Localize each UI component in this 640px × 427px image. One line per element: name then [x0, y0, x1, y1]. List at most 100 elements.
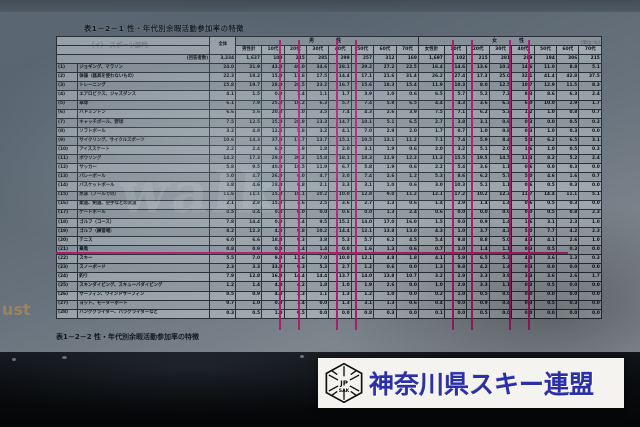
data-cell: 10.7 — [511, 81, 535, 92]
data-cell: 1.0 — [578, 235, 602, 247]
data-cell: 2.5 — [306, 199, 330, 210]
data-cell: 5.1 — [466, 145, 490, 156]
sample-size-cell: 3,334 — [209, 54, 237, 65]
data-cell: 1.4 — [488, 217, 513, 228]
data-cell: 15.0 — [261, 190, 285, 201]
data-cell: 1.2 — [395, 172, 420, 183]
data-cell: 10.2 — [466, 190, 490, 201]
table-row: (9) サイクリング、サイクルスポーツ 10.6 14.3 37.0 17.7 13.7 15… — [55, 135, 602, 147]
data-cell: 0.6 — [511, 163, 535, 174]
data-cell: 2.1 — [209, 199, 237, 210]
data-cell: 41.4 — [533, 72, 558, 83]
data-cell: 15.1 — [328, 217, 352, 228]
data-cell: 11.3 — [418, 154, 445, 165]
data-cell: 20.0 — [261, 108, 285, 119]
data-cell: 3.1 — [533, 217, 558, 228]
data-cell: 2.7 — [418, 117, 445, 128]
data-cell: 4.8 — [235, 126, 263, 137]
data-cell: 14.7 — [328, 117, 352, 128]
table-row: (11) ボウリング 14.2 17.3 29.0 30.2 15.8 18.1 18.3 11.… — [55, 154, 602, 165]
data-cell: 24.0 — [209, 63, 237, 74]
data-cell: 6.0 — [511, 99, 535, 110]
data-cell: 6.3 — [306, 99, 330, 110]
data-cell: 0.0 — [306, 299, 330, 310]
data-cell: 7.9 — [209, 272, 237, 283]
sample-size-cell: 102 — [443, 54, 468, 65]
row-number: (24) — [55, 272, 79, 283]
data-cell: 2.0 — [488, 145, 513, 156]
data-cell: 7.4 — [443, 135, 468, 147]
data-cell: 0.0 — [261, 208, 285, 219]
data-cell: 7.5 — [209, 117, 237, 128]
data-cell: 8.0 — [466, 81, 490, 92]
data-cell: 27.4 — [443, 72, 468, 83]
data-cell: 6.0 — [209, 235, 237, 247]
row-number: (10) — [55, 145, 79, 156]
data-cell: 6.3 — [556, 90, 580, 101]
data-cell: 18.3 — [373, 81, 397, 92]
data-cell: 5.3 — [488, 108, 513, 119]
data-cell: 1.0 — [328, 281, 352, 292]
data-cell: 7.0 — [235, 254, 263, 265]
table-row: (3) トレーニング 15.8 19.7 28.0 26.5 23.2 16.7 15.6 18.… — [55, 81, 602, 92]
svg-text:JP: JP — [339, 379, 348, 388]
table-row: (26) サーフィン、ウインドサーフィン 0.5 0.9 4.0 2.3 1.1 1.3 1.2… — [55, 290, 602, 301]
column-header-row: 男性計 10代 20代 30代 40代 50代 60代 70代 女性計 10代 20代 30代 40代 5… — [55, 45, 602, 56]
column-header-2: 10代 — [261, 45, 285, 56]
data-cell: 11.2 — [395, 135, 420, 147]
corner-cell-2 — [55, 45, 211, 56]
data-cell: 2.6 — [556, 235, 580, 247]
data-cell: 2.8 — [235, 199, 263, 210]
data-cell: 4.3 — [443, 99, 468, 110]
data-cell: 26.2 — [418, 72, 445, 83]
data-cell: 0.0 — [511, 290, 535, 301]
data-cell: 14.3 — [235, 135, 263, 147]
data-cell: 0.0 — [443, 217, 468, 228]
data-cell: 6.5 — [395, 117, 420, 128]
table-row: (14) バスケットボール 3.8 4.6 28.0 6.8 2.1 3.3 3.1 1.0 0.6… — [55, 181, 602, 192]
data-cell: 0.0 — [533, 163, 558, 174]
data-cell: 14.4 — [235, 217, 263, 228]
data-cell: 1.6 — [511, 217, 535, 228]
row-number: (15) — [55, 190, 79, 201]
data-cell: 7.5 — [418, 108, 445, 119]
table-row: (7) キャッチボール、野球 7.5 12.5 35.0 20.9 13.3 14.7 10.1… — [55, 117, 602, 128]
data-cell: 0.7 — [418, 245, 445, 256]
data-cell: 11.3 — [511, 154, 535, 165]
data-cell: 1.8 — [306, 145, 330, 156]
data-cell: 29.0 — [261, 154, 285, 165]
data-cell: 26.0 — [261, 172, 285, 183]
data-cell: 35.0 — [261, 117, 285, 128]
data-cell: 0.8 — [209, 245, 237, 256]
table-row: (6) バドミントン 6.6 5.6 20.0 7.0 3.5 7.4 4.3 2.6 3.9 7.5… — [55, 108, 602, 119]
data-cell: 12.3 — [488, 190, 513, 201]
data-cell: 5.4 — [443, 163, 468, 174]
sample-size-cell: 1,637 — [235, 54, 263, 65]
data-cell: 0.0 — [533, 117, 558, 128]
data-cell: 2.7 — [350, 199, 375, 210]
data-cell: 5.7 — [350, 235, 375, 247]
row-number: (14) — [55, 181, 79, 192]
data-cell: 6.5 — [418, 90, 445, 101]
data-cell: 10.2 — [488, 63, 513, 74]
data-cell: 4.6 — [235, 181, 263, 192]
data-cell: 1.6 — [556, 172, 580, 183]
data-cell: 30.2 — [283, 154, 308, 165]
data-cell: 5.9 — [443, 254, 468, 265]
data-cell: 5.3 — [306, 263, 330, 274]
data-cell: 8.8 — [556, 63, 580, 74]
data-cell: 3.1 — [578, 135, 602, 147]
data-cell: 4.2 — [556, 226, 580, 237]
data-cell: 11.9 — [418, 81, 445, 92]
data-cell: 7.8 — [209, 217, 237, 228]
data-cell: 2.0 — [418, 145, 445, 156]
data-cell: 0.5 — [556, 117, 580, 128]
row-number: (21) — [55, 245, 79, 256]
data-cell: 1.4 — [306, 245, 330, 256]
data-cell: 4.3 — [418, 226, 445, 237]
data-cell: 0.8 — [556, 208, 580, 219]
group-header-female: 女 性 — [418, 35, 602, 47]
row-label: ボウリング — [77, 154, 211, 165]
data-cell: 12.3 — [395, 154, 420, 165]
